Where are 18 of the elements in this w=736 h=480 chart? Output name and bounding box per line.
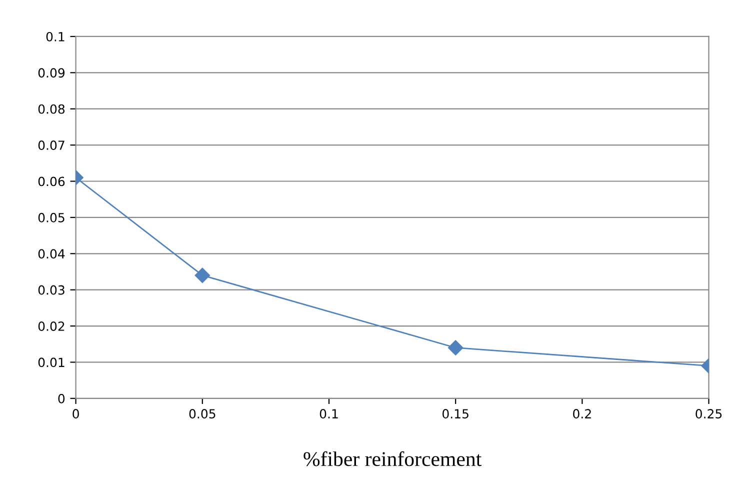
y-tick-label: 0.03 bbox=[38, 285, 64, 295]
x-tick-label: 0.25 bbox=[696, 409, 722, 418]
x-tick-label: 0.2 bbox=[573, 409, 591, 418]
y-tick-label: 0.09 bbox=[38, 68, 65, 78]
y-tick-label: 0.04 bbox=[38, 249, 65, 259]
y-tick-label: 0 bbox=[58, 394, 65, 404]
y-tick-label: 0.01 bbox=[38, 358, 64, 368]
y-tick-label: 0.08 bbox=[38, 104, 65, 114]
y-tick-label: 0.07 bbox=[38, 140, 64, 150]
x-tick-label: 0.15 bbox=[442, 409, 468, 418]
y-tick-label: 0.06 bbox=[38, 176, 65, 186]
y-tick-label: 0.05 bbox=[38, 212, 64, 222]
x-tick-label: 0 bbox=[72, 409, 79, 418]
x-tick-label: 0.1 bbox=[320, 409, 338, 418]
x-tick-label: 0.05 bbox=[189, 409, 216, 418]
y-tick-label: 0.1 bbox=[46, 32, 64, 42]
x-axis-title: %fiber reinforcement bbox=[304, 451, 482, 466]
y-tick-label: 0.02 bbox=[38, 321, 64, 331]
